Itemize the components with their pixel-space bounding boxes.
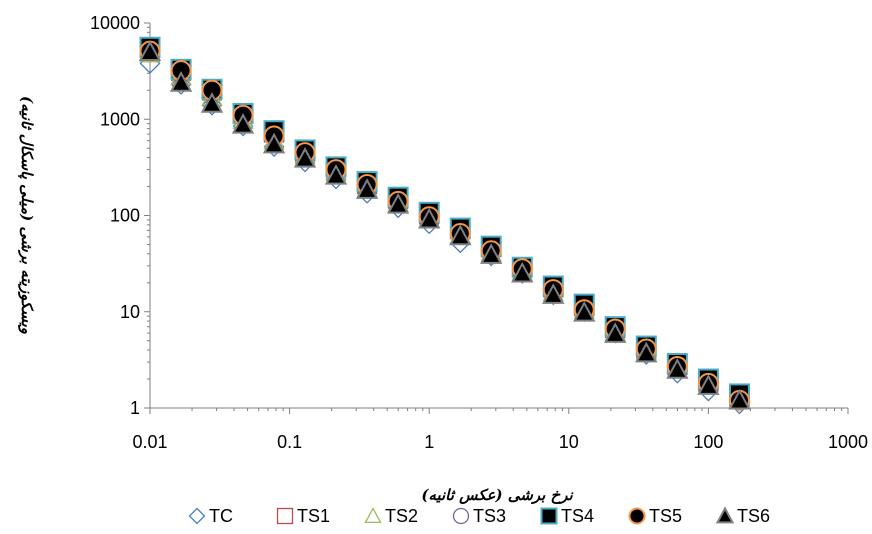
legend-label-tc: TC xyxy=(209,506,233,526)
legend-label-ts1: TS1 xyxy=(297,506,330,526)
data-point-ts6 xyxy=(169,71,193,92)
legend-label-ts5: TS5 xyxy=(649,506,682,526)
data-point-ts6 xyxy=(728,388,751,410)
data-point-ts6 xyxy=(666,358,689,379)
x-axis-title: نرخ برشی (عکس ثانیه) xyxy=(421,486,573,504)
series-ts1 xyxy=(139,37,750,408)
y-tick-label: 100 xyxy=(110,206,140,226)
series-ts5 xyxy=(139,40,750,411)
plot-axes xyxy=(144,22,849,414)
tick-labels: 1 10 100 1000 10000 0.01 0.1 1 10 100 1000 xyxy=(90,13,868,452)
legend-item-tc: TC xyxy=(188,506,233,526)
data-point-tc xyxy=(170,74,192,95)
y-tick-label: 10 xyxy=(120,302,140,322)
legend-label-ts3: TS3 xyxy=(473,506,506,526)
data-point-ts6 xyxy=(138,40,162,62)
data-point-ts6 xyxy=(386,192,410,214)
x-tick-label: 1000 xyxy=(828,432,868,452)
legend-item-ts5: TS5 xyxy=(628,506,682,526)
x-tick-label: 0.1 xyxy=(277,432,302,452)
legend-item-ts1: TS1 xyxy=(276,506,330,526)
data-point-ts6 xyxy=(293,147,317,168)
legend: TC TS1 TS2 TS3 TS4 TS5 TS6 xyxy=(188,506,770,526)
data-point-ts6 xyxy=(635,341,658,363)
data-point-ts6 xyxy=(262,132,286,154)
data-point-ts6 xyxy=(200,92,224,113)
y-tick-label: 10000 xyxy=(90,13,140,33)
data-point-ts6 xyxy=(324,163,348,185)
legend-marker-ts2 xyxy=(364,507,382,524)
y-tick-label: 1000 xyxy=(100,109,140,129)
data-point-ts6 xyxy=(697,374,720,395)
data-point-ts6 xyxy=(573,300,596,322)
legend-marker-tc xyxy=(188,507,206,525)
y-axis-title: ویسکوزیته برشی (میلی پاسکال ثانیه) xyxy=(18,96,36,335)
data-point-ts6 xyxy=(449,224,472,246)
legend-marker-ts6 xyxy=(715,506,735,524)
data-point-ts6 xyxy=(604,322,627,343)
data-point-ts6 xyxy=(418,207,441,229)
legend-item-ts6: TS6 xyxy=(715,506,770,526)
data-point-tc xyxy=(201,94,223,116)
x-tick-label: 10 xyxy=(559,432,579,452)
data-series xyxy=(138,36,751,415)
data-point-ts6 xyxy=(542,283,565,304)
legend-item-ts2: TS2 xyxy=(364,506,418,526)
legend-marker-ts4 xyxy=(540,507,558,525)
y-tick-label: 1 xyxy=(130,398,140,418)
data-point-ts6 xyxy=(231,112,255,134)
legend-marker-ts3 xyxy=(452,507,470,525)
x-tick-label: 0.01 xyxy=(132,432,167,452)
x-tick-label: 1 xyxy=(424,432,434,452)
data-point-ts6 xyxy=(480,243,503,264)
series-ts2 xyxy=(139,42,751,410)
legend-marker-ts5 xyxy=(628,507,646,525)
series-ts4 xyxy=(139,36,750,405)
data-point-ts6 xyxy=(355,178,379,199)
legend-label-ts6: TS6 xyxy=(737,506,770,526)
legend-item-ts3: TS3 xyxy=(452,506,506,526)
x-tick-label: 100 xyxy=(693,432,723,452)
series-ts3 xyxy=(139,40,750,409)
series-ts6 xyxy=(138,40,751,410)
legend-marker-ts1 xyxy=(276,507,294,525)
legend-label-ts4: TS4 xyxy=(561,506,594,526)
series-tc xyxy=(139,53,750,415)
legend-label-ts2: TS2 xyxy=(385,506,418,526)
legend-item-ts4: TS4 xyxy=(540,506,594,526)
data-point-ts6 xyxy=(511,261,534,283)
